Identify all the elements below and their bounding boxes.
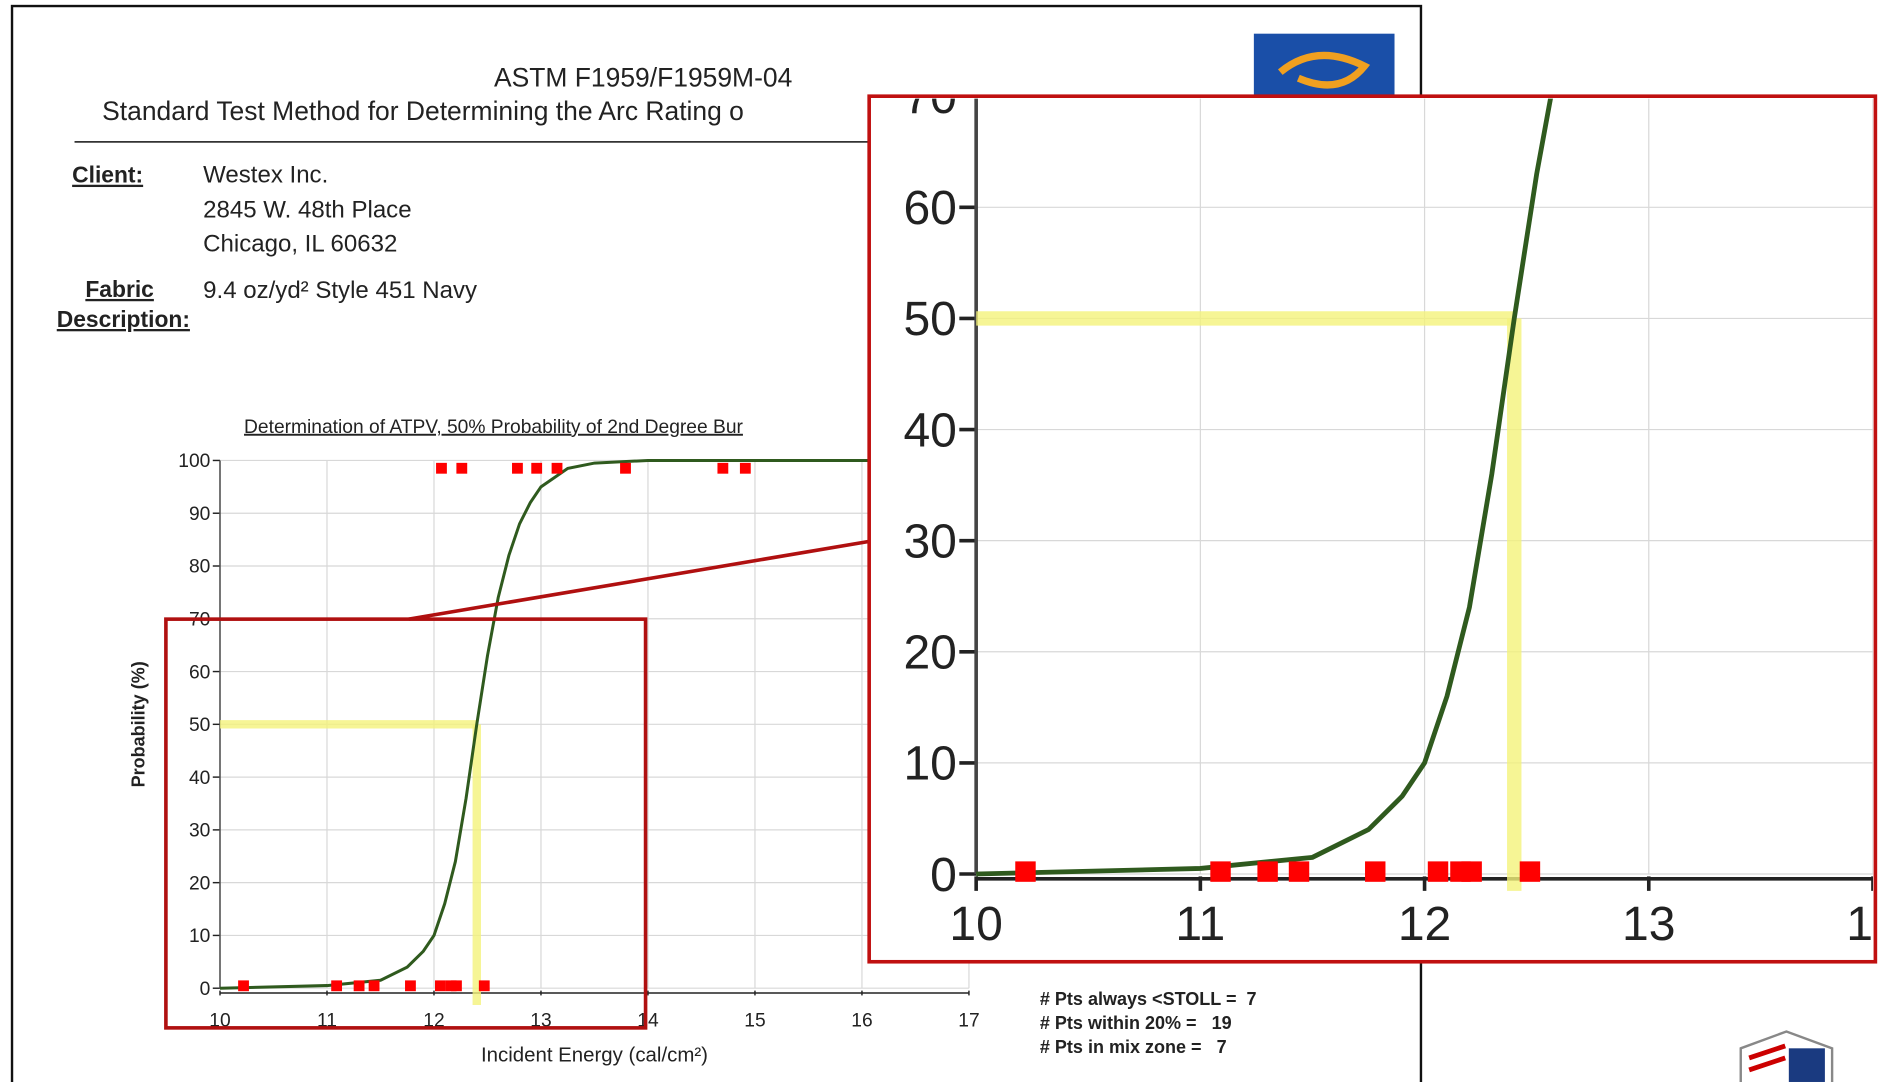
y-tick-label: 90 bbox=[189, 504, 210, 525]
x-tick-label: 14 bbox=[1846, 897, 1885, 951]
y-tick-label: 10 bbox=[903, 737, 956, 791]
fit-curve bbox=[219, 458, 969, 990]
stat: # Pts in mix zone = 7 bbox=[1040, 1037, 1227, 1057]
data-point bbox=[1365, 861, 1386, 882]
logo bbox=[1253, 33, 1395, 103]
shield-stars bbox=[1788, 1048, 1825, 1082]
y-tick-label: 10 bbox=[189, 926, 210, 947]
x-tick-label: 17 bbox=[958, 1011, 979, 1032]
y-tick-label: 0 bbox=[930, 848, 957, 902]
x-tick-label: 12 bbox=[1398, 897, 1451, 951]
data-point bbox=[353, 980, 365, 992]
x-tick-label: 15 bbox=[744, 1011, 765, 1032]
subtitle: Standard Test Method for Determining the… bbox=[102, 96, 744, 126]
data-point bbox=[1210, 861, 1231, 882]
x-axis-label: Incident Energy (cal/cm²) bbox=[481, 1045, 708, 1067]
zoom-region bbox=[164, 617, 648, 1030]
shield-stripes bbox=[1748, 1043, 1786, 1073]
y-tick-label: 40 bbox=[903, 403, 956, 457]
inset-frame bbox=[867, 94, 1878, 964]
data-point bbox=[717, 462, 729, 474]
x-tick-label: 11 bbox=[1175, 897, 1225, 951]
data-point bbox=[739, 462, 751, 474]
data-point bbox=[531, 462, 543, 474]
x-tick-label: 10 bbox=[949, 897, 1002, 951]
data-point bbox=[368, 980, 380, 992]
data-point bbox=[1015, 861, 1036, 882]
y-tick-label: 30 bbox=[189, 821, 210, 842]
fabric-text: 9.4 oz/yd² Style 451 Navy bbox=[203, 277, 477, 304]
x-tick-label: 13 bbox=[1622, 897, 1675, 951]
zoom-chart: 0102030405060701011121314 bbox=[903, 70, 1885, 951]
y-tick-label: 20 bbox=[903, 626, 956, 680]
data-point bbox=[436, 462, 447, 474]
data-point bbox=[1519, 861, 1541, 882]
zoom-connector bbox=[408, 539, 872, 621]
data-point bbox=[512, 462, 523, 474]
data-point bbox=[456, 462, 468, 474]
fabric-label: Fabric bbox=[85, 276, 154, 302]
data-point bbox=[1288, 861, 1310, 882]
y-axis-label: Probability (%) bbox=[128, 661, 148, 787]
y-tick-label: 60 bbox=[903, 181, 956, 235]
inset-background bbox=[869, 96, 1876, 962]
data-point bbox=[451, 980, 462, 992]
x-tick-label: 16 bbox=[851, 1011, 872, 1032]
y-tick-label: 50 bbox=[189, 715, 210, 736]
fit-curve bbox=[976, 98, 1553, 877]
y-tick-label: 0 bbox=[200, 979, 211, 1000]
client-line: Chicago, IL 60632 bbox=[203, 230, 397, 257]
fabric-label: Description: bbox=[57, 306, 190, 332]
stat: # Pts always <STOLL = 7 bbox=[1040, 989, 1257, 1009]
logo-mark bbox=[1278, 51, 1371, 89]
data-point bbox=[478, 980, 490, 992]
data-point bbox=[1461, 861, 1482, 882]
data-point bbox=[620, 462, 631, 474]
y-tick-label: 70 bbox=[903, 70, 956, 124]
data-point bbox=[551, 462, 563, 474]
client-label: Client: bbox=[72, 162, 143, 188]
data-point bbox=[331, 980, 343, 992]
title: ASTM F1959/F1959M-04 bbox=[494, 63, 792, 93]
client-line: Westex Inc. bbox=[203, 162, 328, 189]
y-tick-label: 80 bbox=[189, 557, 210, 578]
data-point bbox=[1257, 861, 1278, 882]
y-tick-label: 60 bbox=[189, 662, 210, 683]
y-tick-label: 30 bbox=[903, 514, 956, 568]
y-tick-label: 100 bbox=[178, 451, 210, 472]
client-line: 2845 W. 48th Place bbox=[203, 197, 411, 224]
chart-title: Determination of ATPV, 50% Probability o… bbox=[244, 417, 743, 438]
data-point bbox=[238, 980, 249, 992]
y-tick-label: 20 bbox=[189, 873, 210, 894]
data-point bbox=[405, 980, 416, 992]
data-point bbox=[434, 980, 446, 992]
data-point bbox=[1427, 861, 1449, 882]
y-tick-label: 40 bbox=[189, 768, 210, 789]
y-tick-label: 50 bbox=[903, 292, 956, 346]
stat: # Pts within 20% = 19 bbox=[1040, 1013, 1232, 1033]
